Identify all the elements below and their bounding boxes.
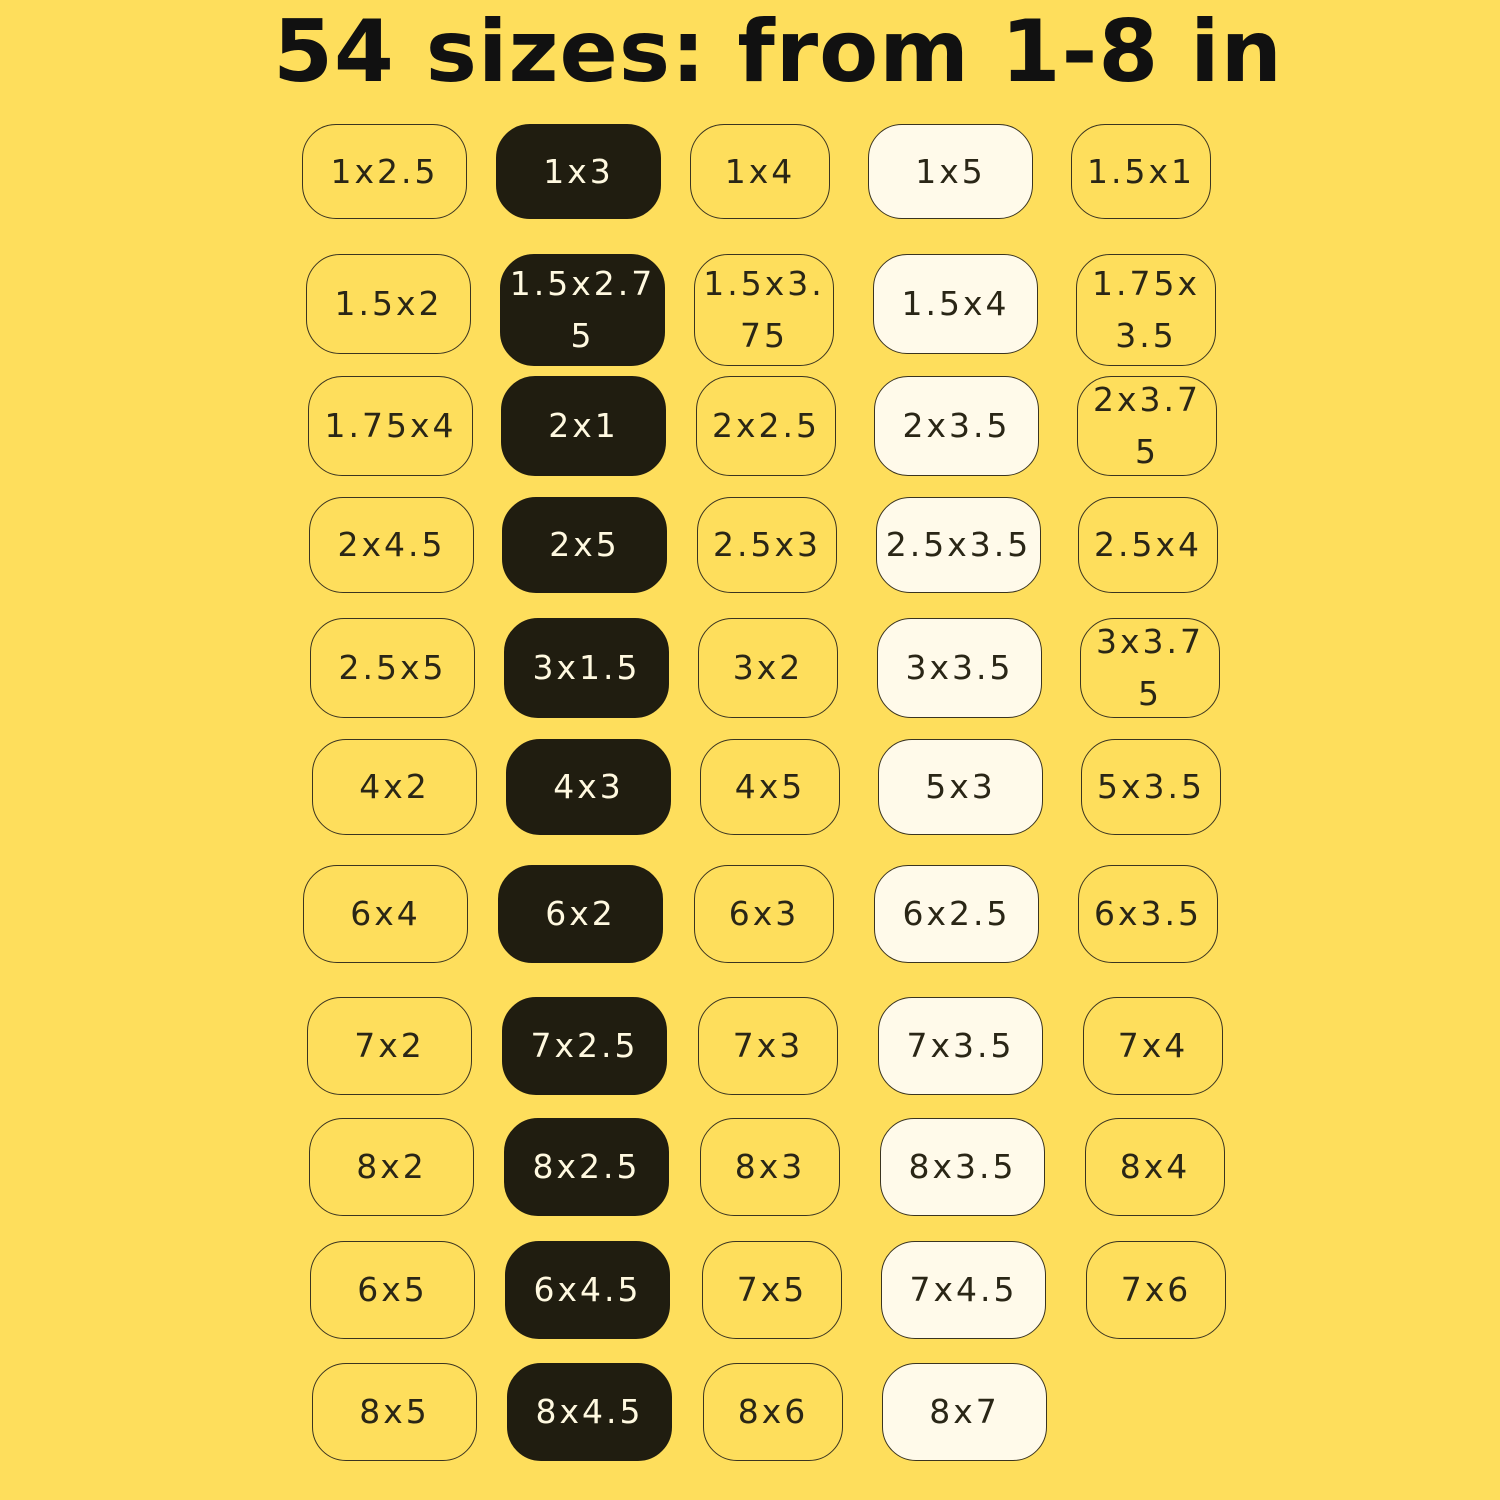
size-option: 2.5x5: [310, 618, 475, 718]
size-option: 5x3.5: [1081, 739, 1221, 835]
size-option: 2x2.5: [696, 376, 836, 476]
size-option: 1.75x4: [308, 376, 473, 476]
size-option: 3x3.75: [1080, 618, 1220, 718]
size-option: 6x5: [310, 1241, 475, 1339]
size-option: 5x3: [878, 739, 1043, 835]
size-option: 8x3: [700, 1118, 840, 1216]
size-option: 7x3: [698, 997, 838, 1095]
size-option: 1.5x2: [306, 254, 471, 354]
size-option: 1x4: [690, 124, 830, 219]
size-option: 2x5: [502, 497, 667, 593]
size-option: 1.5x4: [873, 254, 1038, 354]
size-option: 2x3.75: [1077, 376, 1217, 476]
size-option: 7x6: [1086, 1241, 1226, 1339]
size-option: 1.75x3.5: [1076, 254, 1216, 366]
size-option: 6x4: [303, 865, 468, 963]
size-option: 8x6: [703, 1363, 843, 1461]
size-option: 7x4: [1083, 997, 1223, 1095]
size-option: 8x2.5: [504, 1118, 669, 1216]
size-option: 3x2: [698, 618, 838, 718]
size-option: 2.5x3.5: [876, 497, 1041, 593]
size-option: 8x5: [312, 1363, 477, 1461]
size-option: 2x1: [501, 376, 666, 476]
page-title: 54 sizes: from 1-8 in: [273, 2, 1283, 102]
size-option: 6x2: [498, 865, 663, 963]
size-option: 8x2: [309, 1118, 474, 1216]
size-option: 6x3.5: [1078, 865, 1218, 963]
size-option: 7x2: [307, 997, 472, 1095]
size-option: 2.5x3: [697, 497, 837, 593]
size-option: 1x3: [496, 124, 661, 219]
size-option: 7x5: [702, 1241, 842, 1339]
size-option: 8x3.5: [880, 1118, 1045, 1216]
size-option: 1x5: [868, 124, 1033, 219]
size-option: 7x2.5: [502, 997, 667, 1095]
size-option: 2x4.5: [309, 497, 474, 593]
size-option: 8x4: [1085, 1118, 1225, 1216]
size-option: 1.5x2.75: [500, 254, 665, 366]
size-option: 8x7: [882, 1363, 1047, 1461]
size-option: 4x5: [700, 739, 840, 835]
size-option: 1x2.5: [302, 124, 467, 219]
size-option: 4x3: [506, 739, 671, 835]
size-option: 3x3.5: [877, 618, 1042, 718]
size-option: 6x2.5: [874, 865, 1039, 963]
size-option: 7x3.5: [878, 997, 1043, 1095]
size-option: 1.5x1: [1071, 124, 1211, 219]
size-option: 3x1.5: [504, 618, 669, 718]
size-option: 1.5x3.75: [694, 254, 834, 366]
size-option: 7x4.5: [881, 1241, 1046, 1339]
size-option: 6x3: [694, 865, 834, 963]
size-option: 2x3.5: [874, 376, 1039, 476]
size-option: 6x4.5: [505, 1241, 670, 1339]
size-option: 8x4.5: [507, 1363, 672, 1461]
size-option: 2.5x4: [1078, 497, 1218, 593]
size-option: 4x2: [312, 739, 477, 835]
